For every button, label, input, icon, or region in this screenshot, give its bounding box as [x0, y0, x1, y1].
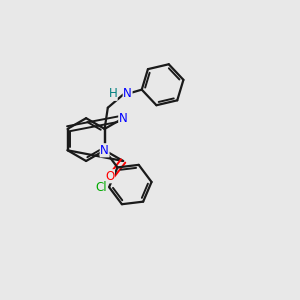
Text: H: H — [108, 87, 117, 100]
Text: N: N — [100, 144, 109, 157]
Text: O: O — [105, 170, 114, 183]
Text: N: N — [119, 112, 128, 125]
Text: Cl: Cl — [96, 182, 107, 194]
Text: N: N — [123, 87, 132, 100]
